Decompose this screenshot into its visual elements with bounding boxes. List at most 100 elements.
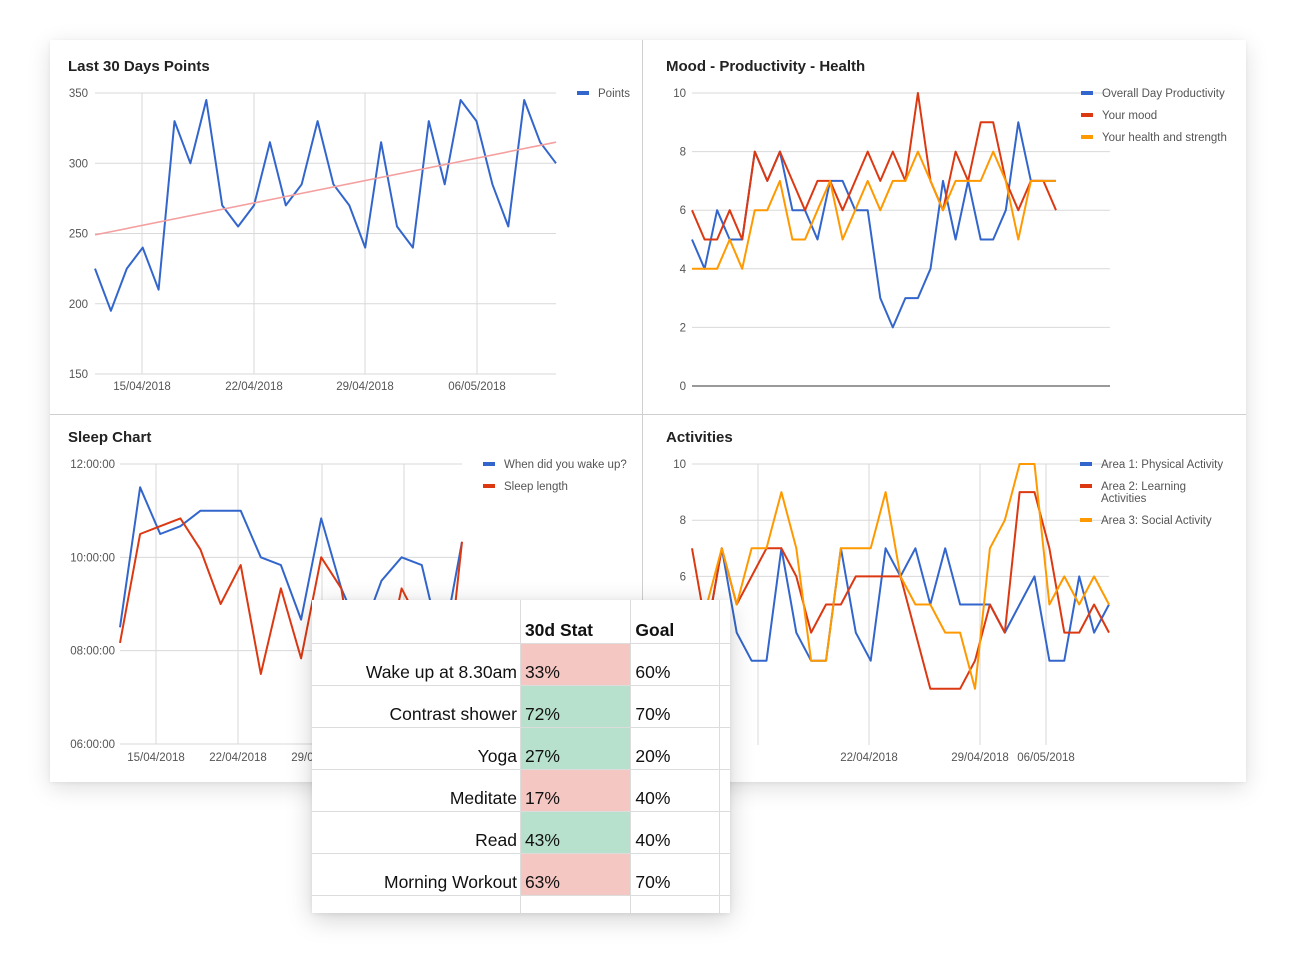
habit-label: Wake up at 8.30am (312, 643, 521, 686)
chart-title: Last 30 Days Points (68, 58, 210, 75)
y-tick-label: 250 (69, 229, 88, 241)
activities-chart-panel: Activities 6 8 10 22/04/2018 29/04/2018 06/05/… (644, 416, 1246, 782)
table-row-empty (312, 895, 730, 913)
habit-label: Contrast shower (312, 685, 521, 728)
empty-cell (520, 895, 632, 913)
x-tick-label: 22/04/2018 (209, 752, 267, 764)
goal-cell: 40% (630, 769, 721, 812)
y-tick-label: 300 (69, 158, 88, 170)
x-tick-label: 15/04/2018 (113, 381, 171, 393)
y-tick-label: 200 (69, 299, 88, 311)
y-tick-label: 8 (680, 515, 686, 527)
column-header: Goal (630, 600, 721, 644)
series-line-1 (119, 486, 463, 652)
chart-title: Sleep Chart (68, 429, 151, 446)
stat-cell: 27% (520, 727, 632, 770)
legend-swatch (483, 462, 495, 466)
habit-label: Read (312, 811, 521, 854)
y-tick-label: 150 (69, 369, 88, 381)
table-row: Morning Workout 63% 70% (312, 853, 730, 896)
x-tick-label: 29/04/2018 (336, 381, 394, 393)
legend-label: Area 3: Social Activity (1101, 515, 1212, 527)
points-chart: Last 30 Days Points 150 200 250 300 350 15/04/… (68, 58, 630, 393)
y-tick-label: 0 (680, 381, 686, 393)
dashboard: Last 30 Days Points 150 200 250 300 350 15/04/… (50, 40, 1246, 782)
series-line-2 (691, 92, 1057, 241)
legend-swatch (483, 484, 495, 488)
column-header (312, 600, 521, 644)
x-tick-label: 22/04/2018 (840, 752, 898, 764)
empty-cell (719, 895, 730, 913)
legend-label: Your mood (1102, 110, 1157, 122)
stat-cell: 17% (520, 769, 632, 812)
x-tick-label: 06/05/2018 (1017, 752, 1075, 764)
y-tick-label: 6 (680, 571, 686, 583)
y-tick-label: 10 (673, 459, 686, 471)
goal-cell: 20% (630, 727, 721, 770)
column-header (719, 600, 730, 644)
empty-cell (719, 643, 730, 686)
stat-cell: 43% (520, 811, 632, 854)
habit-label: Yoga (312, 727, 521, 770)
legend-swatch (1081, 113, 1093, 117)
mood-chart: Mood - Productivity - Health 0 2 4 6 8 10 Overa… (666, 58, 1227, 393)
empty-cell (719, 811, 730, 854)
y-tick-label: 4 (680, 264, 687, 276)
stat-cell: 33% (520, 643, 632, 686)
legend-swatch (1080, 462, 1092, 466)
series-line-2 (119, 517, 463, 730)
vertical-divider (642, 40, 643, 782)
x-tick-label: 15/04/2018 (127, 752, 185, 764)
points-chart-panel: Last 30 Days Points 150 200 250 300 350 15/04/… (50, 40, 642, 414)
legend-label: Area 2: Learning Activities (1101, 481, 1186, 505)
empty-cell (312, 895, 521, 913)
trendline (94, 141, 557, 236)
y-tick-label: 10 (673, 88, 686, 100)
goal-cell: 70% (630, 685, 721, 728)
table-row: Yoga 27% 20% (312, 727, 730, 770)
stat-cell: 63% (520, 853, 632, 896)
legend-swatch (1080, 484, 1092, 488)
legend-swatch (1081, 91, 1093, 95)
empty-cell (719, 727, 730, 770)
series-line-1 (94, 99, 557, 312)
empty-cell (630, 895, 721, 913)
horizontal-divider (50, 414, 1246, 415)
empty-cell (719, 769, 730, 812)
table-row: Wake up at 8.30am 33% 60% (312, 643, 730, 686)
legend-swatch (1080, 518, 1092, 522)
table-header-row: 30d Stat Goal (312, 600, 730, 644)
y-tick-label: 10:00:00 (70, 552, 115, 564)
chart-title: Mood - Productivity - Health (666, 58, 865, 75)
chart-title: Activities (666, 429, 733, 446)
goal-cell: 60% (630, 643, 721, 686)
x-tick-label: 22/04/2018 (225, 381, 283, 393)
y-tick-label: 12:00:00 (70, 459, 115, 471)
table-row: Contrast shower 72% 70% (312, 685, 730, 728)
legend-label: Your health and strength (1102, 132, 1227, 144)
legend-label: When did you wake up? (504, 459, 627, 471)
legend-swatch (1081, 135, 1093, 139)
goal-cell: 40% (630, 811, 721, 854)
y-tick-label: 8 (680, 147, 686, 159)
legend-swatch (577, 91, 589, 95)
stat-cell: 72% (520, 685, 632, 728)
habit-stats-table: 30d Stat Goal Wake up at 8.30am 33% 60% Contr… (312, 600, 730, 913)
legend-label: Sleep length (504, 481, 568, 493)
activities-chart: Activities 6 8 10 22/04/2018 29/04/2018 06/05/… (666, 429, 1223, 764)
y-tick-label: 2 (680, 322, 686, 334)
empty-cell (719, 853, 730, 896)
table-row: Read 43% 40% (312, 811, 730, 854)
legend-label: Overall Day Productivity (1102, 88, 1225, 100)
y-tick-label: 06:00:00 (70, 739, 115, 751)
x-tick-label: 06/05/2018 (448, 381, 506, 393)
series-line-3 (691, 463, 1110, 690)
x-tick-label: 29/04/2018 (951, 752, 1009, 764)
empty-cell (719, 685, 730, 728)
table-row: Meditate 17% 40% (312, 769, 730, 812)
goal-cell: 70% (630, 853, 721, 896)
y-tick-label: 6 (680, 205, 686, 217)
column-header: 30d Stat (520, 600, 632, 644)
y-tick-label: 350 (69, 88, 88, 100)
habit-label: Morning Workout (312, 853, 521, 896)
